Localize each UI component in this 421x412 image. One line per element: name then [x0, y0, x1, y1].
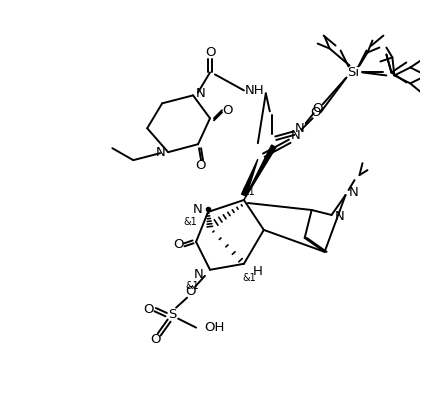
- Text: N: N: [194, 268, 204, 281]
- Text: &1: &1: [241, 187, 255, 197]
- Text: N: N: [155, 146, 165, 159]
- Text: O: O: [205, 46, 215, 59]
- Text: N: N: [335, 211, 344, 223]
- Text: N: N: [193, 204, 203, 216]
- Text: &1: &1: [185, 281, 199, 291]
- Text: N: N: [349, 185, 358, 199]
- Text: O: O: [185, 285, 195, 298]
- Text: NH: NH: [245, 84, 265, 97]
- Text: O: O: [150, 333, 160, 346]
- Text: O: O: [310, 106, 321, 119]
- Text: O: O: [173, 239, 184, 251]
- Text: N: N: [196, 87, 206, 100]
- Text: O: O: [195, 159, 205, 172]
- Text: &1: &1: [183, 217, 197, 227]
- Text: N: N: [295, 122, 304, 135]
- Polygon shape: [244, 145, 276, 200]
- Polygon shape: [242, 159, 258, 196]
- Text: N: N: [291, 129, 301, 142]
- Text: Si: Si: [347, 66, 360, 79]
- Text: S: S: [168, 308, 176, 321]
- Text: O: O: [143, 303, 154, 316]
- Text: OH: OH: [204, 321, 224, 334]
- Text: &1: &1: [242, 273, 256, 283]
- Text: H: H: [253, 265, 263, 278]
- Text: O: O: [223, 104, 233, 117]
- Text: O: O: [312, 102, 323, 115]
